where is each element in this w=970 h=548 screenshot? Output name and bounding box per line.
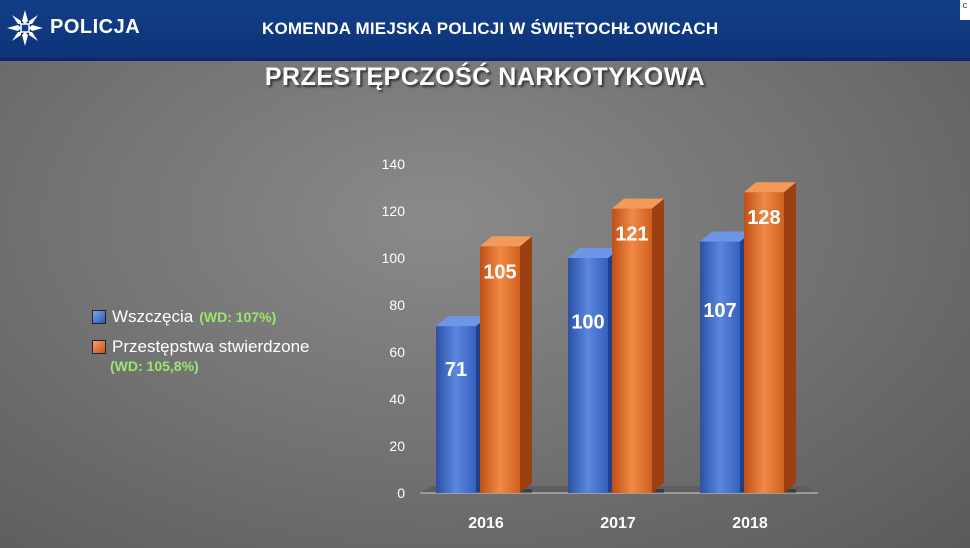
y-tick-label: 0: [397, 485, 405, 501]
bar: [568, 258, 608, 493]
bar: [480, 246, 520, 493]
data-label: 107: [703, 300, 736, 322]
bar-top: [744, 182, 796, 193]
legend-swatch-orange: [92, 340, 106, 354]
y-tick-label: 140: [382, 156, 406, 172]
data-label: 128: [747, 207, 780, 229]
x-tick-label: 2017: [600, 515, 636, 532]
y-tick-label: 120: [382, 203, 406, 219]
chart-legend: Wszczęcia (WD: 107%) Przestępstwa stwier…: [92, 302, 309, 374]
bar-side: [652, 198, 664, 493]
bar-side: [520, 236, 532, 493]
legend-note: (WD: 107%): [199, 309, 277, 325]
bar-top: [436, 316, 488, 327]
bar: [700, 241, 740, 493]
slide-title: PRZESTĘPCZOŚĆ NARKOTYKOWA: [264, 63, 706, 91]
bar-top: [480, 236, 532, 247]
legend-label: Wszczęcia: [112, 307, 194, 326]
legend-swatch-blue: [92, 310, 106, 324]
legend-note: (WD: 105,8%): [110, 358, 199, 374]
x-tick-label: 2016: [468, 515, 504, 532]
y-tick-label: 40: [389, 391, 405, 407]
bar: [744, 192, 784, 493]
bar-top: [568, 248, 620, 258]
x-tick-label: 2018: [732, 515, 768, 532]
brand-name: POLICJA: [50, 16, 141, 38]
bar: [436, 326, 476, 493]
data-label: 100: [571, 312, 604, 334]
bar-top: [612, 198, 664, 209]
legend-item-wszczecia: Wszczęcia (WD: 107%): [92, 302, 309, 332]
bar-side: [784, 182, 796, 493]
header-bar: POLICJA KOMENDA MIEJSKA POLICJI W ŚWIĘTO…: [0, 0, 970, 61]
data-label: 105: [483, 261, 516, 283]
y-tick-label: 20: [389, 438, 405, 454]
legend-item-przestepstwa: Przestępstwa stwierdzone: [92, 332, 309, 362]
police-star-icon: [7, 10, 43, 46]
bar: [612, 208, 652, 493]
bar-top: [700, 231, 752, 242]
legend-label: Przestępstwa stwierdzone: [112, 337, 310, 356]
data-label: 121: [615, 224, 648, 246]
y-tick-label: 80: [389, 297, 405, 313]
corner-badge: c: [960, 0, 970, 20]
data-label: 71: [445, 359, 467, 381]
header-title: KOMENDA MIEJSKA POLICJI W ŚWIĘTOCHŁOWICA…: [262, 19, 719, 38]
y-tick-label: 100: [382, 250, 406, 266]
y-tick-label: 60: [389, 344, 405, 360]
